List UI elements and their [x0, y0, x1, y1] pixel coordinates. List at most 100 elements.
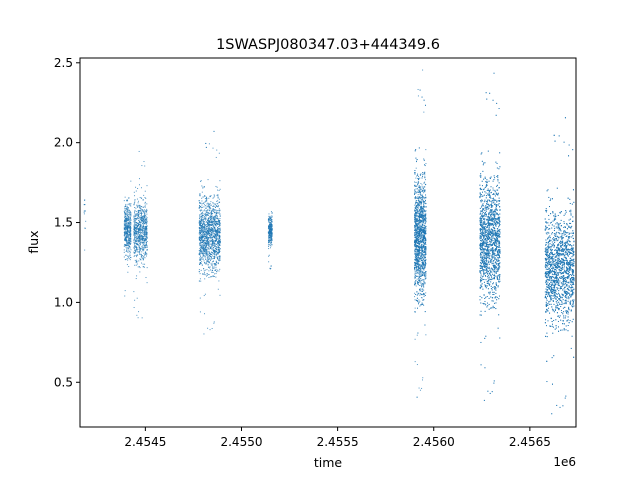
data-point: [203, 221, 205, 223]
data-point: [199, 194, 201, 196]
data-point: [134, 233, 136, 235]
data-point: [416, 261, 418, 263]
data-point: [214, 233, 216, 235]
data-point: [419, 273, 421, 275]
data-point: [421, 96, 423, 98]
data-point: [212, 231, 214, 233]
data-point: [127, 230, 129, 232]
data-point: [415, 273, 417, 275]
data-point: [218, 220, 220, 222]
data-point: [423, 237, 425, 239]
data-point: [420, 212, 422, 214]
data-point: [143, 250, 145, 252]
data-point: [202, 246, 204, 248]
data-point: [126, 245, 128, 247]
data-point: [129, 245, 131, 247]
data-point: [211, 271, 213, 273]
data-point: [414, 207, 416, 209]
data-point: [417, 227, 419, 229]
data-point: [422, 262, 424, 264]
data-point: [144, 257, 146, 259]
data-point: [144, 204, 146, 206]
data-point: [419, 226, 421, 228]
data-point: [126, 208, 128, 210]
data-point: [208, 217, 210, 219]
data-point: [424, 274, 426, 276]
data-point: [216, 249, 218, 251]
data-point: [424, 232, 426, 234]
data-point: [268, 225, 270, 227]
data-point: [219, 220, 221, 222]
data-point: [416, 211, 418, 213]
data-point: [204, 236, 206, 238]
data-point: [127, 200, 128, 202]
data-point: [415, 211, 417, 213]
data-point: [136, 224, 138, 226]
data-point: [423, 246, 425, 248]
data-point: [425, 259, 427, 261]
data-point: [419, 233, 421, 235]
data-point: [209, 253, 211, 255]
data-point: [417, 202, 419, 204]
data-point: [421, 232, 423, 234]
data-point: [219, 240, 221, 242]
data-point: [130, 180, 132, 182]
data-point: [201, 215, 203, 217]
data-point: [205, 237, 207, 239]
data-point: [212, 242, 214, 244]
data-point: [422, 283, 424, 285]
data-point: [417, 293, 419, 295]
data-point: [421, 208, 423, 210]
data-point: [135, 246, 137, 248]
data-point: [201, 219, 203, 221]
data-point: [125, 229, 127, 231]
data-point: [211, 248, 213, 250]
data-point: [269, 243, 271, 245]
data-point: [424, 247, 426, 249]
data-point: [146, 211, 148, 213]
data-point: [209, 224, 211, 226]
data-point: [420, 201, 422, 203]
data-point: [211, 237, 213, 239]
data-point: [269, 222, 271, 224]
data-point: [216, 223, 218, 225]
data-point: [419, 234, 421, 236]
data-point: [123, 221, 125, 223]
data-point: [215, 265, 217, 267]
data-point: [141, 210, 143, 212]
data-point: [128, 256, 130, 258]
data-point: [210, 253, 212, 255]
data-point: [214, 219, 216, 221]
data-point: [138, 242, 140, 244]
data-point: [133, 238, 135, 240]
data-point: [217, 262, 219, 264]
data-point: [205, 235, 207, 237]
data-point: [422, 271, 424, 273]
data-point: [127, 244, 129, 246]
data-point: [124, 259, 126, 261]
data-point: [124, 221, 126, 223]
data-point: [422, 235, 424, 237]
data-point: [416, 260, 418, 262]
data-point: [139, 226, 141, 228]
data-point: [140, 207, 142, 209]
data-point: [207, 233, 209, 235]
data-point: [142, 263, 144, 265]
data-point: [268, 238, 270, 240]
data-point: [419, 190, 421, 192]
data-point: [203, 217, 205, 219]
data-point: [416, 219, 418, 221]
data-point: [202, 273, 204, 275]
data-point: [269, 219, 271, 221]
data-point: [143, 242, 145, 244]
data-point: [422, 173, 424, 175]
data-point: [418, 178, 420, 180]
data-point: [205, 201, 207, 203]
data-point: [218, 209, 220, 211]
data-point: [424, 282, 426, 284]
data-point: [423, 251, 425, 253]
data-point: [205, 240, 207, 242]
data-point: [423, 243, 425, 245]
data-point: [207, 223, 209, 224]
data-point: [142, 218, 144, 220]
